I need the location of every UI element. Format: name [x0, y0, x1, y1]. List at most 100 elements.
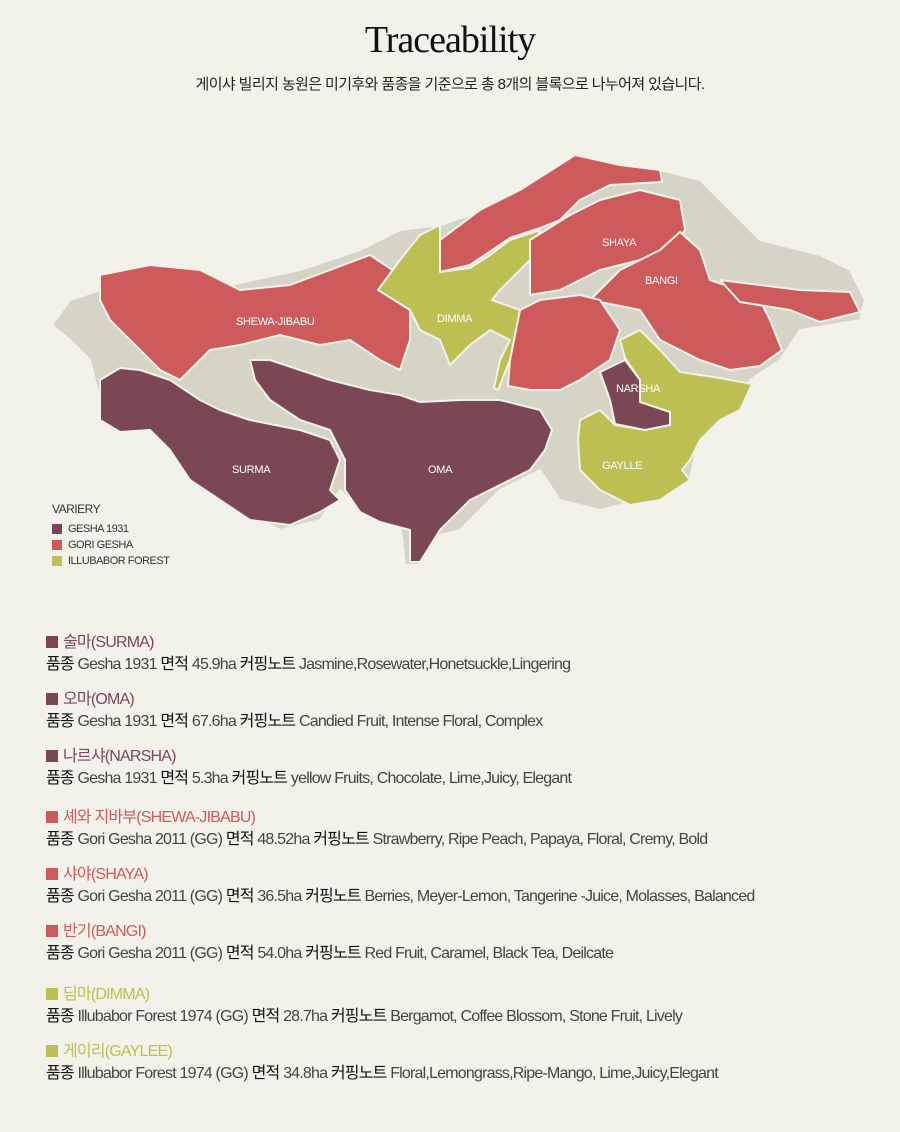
cupping-notes: Candied Fruit, Intense Floral, Complex: [298, 713, 543, 730]
block-name-text: 나르샤(NARSHA): [63, 748, 177, 765]
page-subtitle: 게이샤 빌리지 농원은 미기후와 품종을 기준으로 총 8개의 블록으로 나누어…: [195, 76, 706, 93]
block-name-text: 술마(SURMA): [63, 634, 154, 651]
legend-item: GORI GESHA: [52, 537, 169, 553]
label-narsha: NARSHA: [616, 383, 661, 395]
region-surma[interactable]: [99, 367, 341, 526]
variety-label: 품종: [46, 1008, 75, 1025]
block-details: 품종 Illubabor Forest 1974 (GG) 면적 34.8ha …: [46, 1063, 886, 1085]
block-name: 딤마(DIMMA): [46, 984, 886, 1006]
area-value: 67.6ha: [191, 713, 237, 730]
region-bangi[interactable]: [589, 231, 783, 371]
block-name-text: 셰와 지바부(SHEWA-JIBABU): [63, 809, 256, 826]
block-name: 술마(SURMA): [46, 632, 886, 654]
region-north-red[interactable]: [439, 154, 663, 273]
area-value: 45.9ha: [191, 656, 237, 673]
square-icon: [46, 1045, 58, 1057]
variety-value: Gori Gesha 2011 (GG): [77, 888, 223, 905]
area-value: 36.5ha: [257, 888, 302, 905]
variety-label: 품종: [46, 888, 75, 905]
variety-label: 품종: [46, 770, 75, 787]
cupping-notes: Floral,Lemongrass,Ripe-Mango, Lime,Juicy…: [390, 1065, 719, 1082]
variety-value: Gori Gesha 2011 (GG): [77, 831, 223, 848]
area-label: 면적: [160, 656, 189, 673]
region-east-red[interactable]: [719, 279, 861, 323]
label-dimma: DIMMA: [437, 313, 473, 325]
block-item: 게이리(GAYLEE) 품종 Illubabor Forest 1974 (GG…: [46, 1041, 886, 1085]
cupping-label: 커핑노트: [305, 945, 361, 962]
area-value: 28.7ha: [283, 1008, 328, 1025]
area-label: 면적: [225, 888, 255, 905]
variety-label: 품종: [46, 831, 75, 848]
cupping-notes: Red Fruit, Caramel, Black Tea, Deilcate: [364, 945, 614, 962]
region-oma[interactable]: [249, 359, 553, 563]
block-name-text: 샤야(SHAYA): [63, 866, 149, 883]
block-name: 반기(BANGI): [46, 921, 886, 943]
map-legend: VARIERY GESHA 1931 GORI GESHA ILLUBABOR …: [52, 502, 170, 569]
area-label: 면적: [225, 945, 255, 962]
area-value: 54.0ha: [257, 945, 302, 962]
region-narsha[interactable]: [599, 359, 671, 431]
label-shewa-jibabu: SHEWA-JIBABU: [236, 316, 315, 328]
area-label: 면적: [160, 713, 189, 730]
cupping-label: 커핑노트: [330, 1008, 387, 1025]
variety-value: Illubabor Forest 1974 (GG): [77, 1065, 249, 1082]
block-item: 반기(BANGI) 품종 Gori Gesha 2011 (GG) 면적 54.…: [46, 921, 886, 965]
cupping-label: 커핑노트: [239, 713, 296, 730]
cupping-notes: Jasmine,Rosewater,Honetsuckle,Lingering: [298, 656, 571, 673]
cupping-label: 커핑노트: [330, 1065, 387, 1082]
block-details: 품종 Gesha 1931 면적 45.9ha 커핑노트 Jasmine,Ros…: [46, 654, 886, 676]
block-name-text: 게이리(GAYLEE): [63, 1043, 173, 1060]
legend-label: GESHA 1931: [68, 523, 129, 535]
block-details: 품종 Illubabor Forest 1974 (GG) 면적 28.7ha …: [46, 1006, 886, 1028]
cupping-label: 커핑노트: [239, 656, 296, 673]
block-item: 나르샤(NARSHA) 품종 Gesha 1931 면적 5.3ha 커핑노트 …: [46, 746, 886, 790]
square-icon: [46, 925, 58, 937]
legend-item: GESHA 1931: [52, 521, 169, 537]
region-middle-red[interactable]: [507, 294, 621, 391]
block-details: 품종 Gori Gesha 2011 (GG) 면적 48.52ha 커핑노트 …: [46, 829, 886, 851]
block-details: 품종 Gori Gesha 2011 (GG) 면적 36.5ha 커핑노트 B…: [46, 886, 886, 908]
variety-value: Gesha 1931: [77, 656, 158, 673]
block-name: 오마(OMA): [46, 689, 886, 711]
block-item: 딤마(DIMMA) 품종 Illubabor Forest 1974 (GG) …: [46, 984, 886, 1028]
cupping-notes: yellow Fruits, Chocolate, Lime,Juicy, El…: [290, 770, 572, 787]
area-label: 면적: [251, 1008, 281, 1025]
block-name: 게이리(GAYLEE): [46, 1041, 886, 1063]
cupping-notes: Strawberry, Ripe Peach, Papaya, Floral, …: [372, 831, 709, 848]
legend-swatch: [52, 524, 62, 534]
square-icon: [46, 636, 58, 648]
block-name: 샤야(SHAYA): [46, 864, 886, 886]
legend-label: GORI GESHA: [68, 539, 133, 551]
variety-value: Gesha 1931: [77, 713, 158, 730]
square-icon: [46, 811, 58, 823]
square-icon: [46, 868, 58, 880]
label-shaya: SHAYA: [602, 237, 637, 249]
variety-value: Gori Gesha 2011 (GG): [77, 945, 223, 962]
legend-item: ILLUBABOR FOREST: [52, 553, 170, 569]
variety-label: 품종: [46, 713, 75, 730]
legend-label: ILLUBABOR FOREST: [68, 555, 170, 567]
block-name-text: 반기(BANGI): [63, 923, 146, 940]
farm-map: SHEWA-JIBABU DIMMA SHAYA BANGI NARSHA SU…: [51, 154, 866, 566]
label-oma: OMA: [428, 464, 453, 476]
legend-swatch: [52, 556, 62, 566]
variety-value: Gesha 1931: [77, 770, 158, 787]
block-item: 샤야(SHAYA) 품종 Gori Gesha 2011 (GG) 면적 36.…: [46, 864, 886, 908]
area-value: 5.3ha: [191, 770, 229, 787]
cupping-label: 커핑노트: [305, 888, 361, 905]
cupping-label: 커핑노트: [313, 831, 369, 848]
block-item: 오마(OMA) 품종 Gesha 1931 면적 67.6ha 커핑노트 Can…: [46, 689, 886, 733]
area-label: 면적: [251, 1065, 281, 1082]
block-item: 술마(SURMA) 품종 Gesha 1931 면적 45.9ha 커핑노트 J…: [46, 632, 886, 676]
cupping-notes: Berries, Meyer-Lemon, Tangerine -Juice, …: [364, 888, 755, 905]
block-name: 나르샤(NARSHA): [46, 746, 886, 768]
variety-value: Illubabor Forest 1974 (GG): [77, 1008, 249, 1025]
block-name-text: 오마(OMA): [63, 691, 135, 708]
label-surma: SURMA: [232, 464, 271, 476]
cupping-notes: Bergamot, Coffee Blossom, Stone Fruit, L…: [390, 1008, 683, 1025]
region-shewa-jibabu[interactable]: [99, 254, 411, 381]
legend-swatch: [52, 540, 62, 550]
area-value: 34.8ha: [283, 1065, 328, 1082]
square-icon: [46, 988, 58, 1000]
legend-title: VARIERY: [52, 502, 101, 516]
